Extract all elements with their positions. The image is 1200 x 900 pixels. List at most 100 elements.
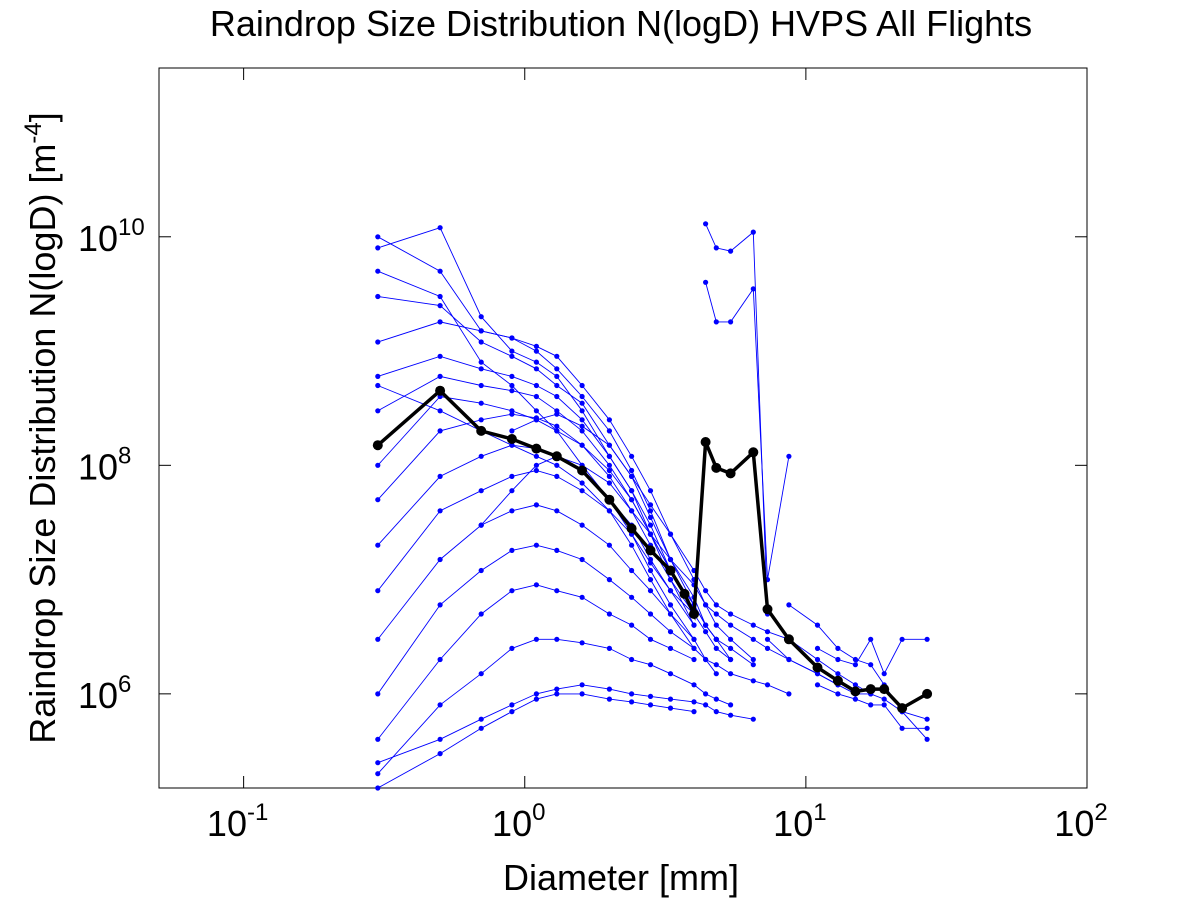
individual-point-9-5 [554,473,560,479]
individual-point-13-12 [703,691,709,697]
ticks-layer [159,68,1088,788]
individual-point-17-0 [375,268,381,274]
individual-point-17-11 [691,636,697,642]
individual-point-5-1 [437,373,443,379]
individual-point-14-2 [478,725,484,731]
y-axis-label-exponent: -4 [20,122,47,143]
individual-point-16-9 [647,577,654,583]
individual-point-15-12 [703,702,709,708]
individual-point-6-0 [375,462,381,468]
individual-point-1-3 [509,348,515,354]
mean-point-14 [711,462,722,473]
individual-point-13-7 [606,645,613,652]
individual-point-23-1 [835,656,841,663]
individual-point-12-7 [606,611,613,617]
individual-point-23-5 [899,636,905,642]
mean-point-7 [604,494,615,505]
individual-point-13-1 [437,702,443,708]
individual-point-3-3 [509,335,515,341]
mean-point-5 [551,451,562,462]
individual-point-18-6 [629,508,635,514]
individual-point-8-2 [478,453,484,459]
mean-point-0 [372,440,383,451]
x-tick-label-exponent-0: -1 [247,799,268,826]
individual-point-4-7 [606,453,613,459]
individual-point-16-0 [375,382,381,389]
individual-point-7-7 [606,467,613,474]
individual-point-4-3 [509,373,515,379]
individual-point-5-7 [606,462,613,468]
y-axis-label-close: ] [22,112,63,122]
individual-series-line-3 [377,321,754,660]
individual-point-13-11 [691,682,697,688]
individual-series-line-1 [377,227,695,626]
mean-point-1 [435,385,446,396]
individual-point-12-11 [691,656,697,663]
individual-point-11-15 [750,678,756,684]
individual-point-12-10 [667,645,674,652]
individual-point-19-7 [667,531,674,537]
mean-point-11 [679,588,690,599]
mean-point-18 [783,634,794,645]
individual-point-19-0 [509,428,515,434]
individual-point-7-5 [554,423,560,429]
individual-point-9-10 [667,588,674,594]
individual-point-13-2 [478,671,484,677]
individual-point-6-7 [606,473,613,479]
individual-point-15-7 [606,686,613,692]
individual-point-16-5 [554,462,560,468]
individual-point-19-5 [629,473,635,479]
individual-point-10-6 [579,522,585,528]
y-tick-label-base-0: 10 [78,675,118,716]
individual-point-7-13 [713,636,719,642]
x-tick-label-2: 101 [773,799,826,844]
individual-point-18-11 [713,611,719,617]
individual-point-0-1 [437,268,443,274]
individual-point-14-9 [647,702,654,708]
individual-series-line-14 [377,693,695,789]
individual-point-20-2 [728,248,734,254]
x-tick-label-0: 10-1 [207,799,268,844]
individual-point-24-2 [835,645,841,652]
individual-point-1-4 [533,359,540,365]
x-tick-label-base-2: 10 [773,803,813,844]
mean-point-25 [922,688,933,699]
individual-series-line-10 [377,504,695,640]
individual-point-1-0 [375,245,381,251]
individual-point-0-9 [647,508,654,514]
x-tick-label-3: 102 [1054,799,1107,844]
individual-point-3-9 [647,488,654,494]
individual-point-14-5 [554,691,560,697]
individual-point-2-3 [509,353,515,359]
individual-series-layer [375,221,930,791]
individual-point-9-9 [647,560,654,566]
individual-series-line-0 [377,236,695,606]
individual-point-3-4 [533,343,540,349]
individual-point-2-4 [533,366,540,372]
individual-point-7-12 [703,622,709,628]
individual-point-9-1 [437,508,443,514]
mean-series-layer [372,385,933,714]
individual-point-14-4 [533,696,540,702]
plot-area [158,67,1088,789]
individual-point-23-0 [814,645,821,652]
individual-point-7-15 [750,662,756,668]
mean-point-13 [700,437,711,447]
y-tick-label-1: 108 [78,442,131,487]
individual-point-9-0 [375,588,381,594]
individual-point-21-0 [703,279,709,285]
individual-series-line-4 [377,355,695,615]
y-tick-label-exponent-1: 8 [118,442,131,469]
individual-point-11-0 [375,691,381,697]
individual-point-13-14 [728,702,734,708]
individual-point-7-2 [478,417,484,423]
mean-point-12 [689,609,699,619]
individual-point-19-4 [606,442,613,448]
individual-point-4-1 [437,353,443,359]
individual-point-5-4 [533,393,540,400]
individual-point-13-10 [667,671,674,677]
individual-point-12-5 [554,588,560,594]
individual-point-11-14 [728,671,734,677]
individual-point-11-8 [629,594,635,600]
individual-point-4-9 [647,522,654,528]
